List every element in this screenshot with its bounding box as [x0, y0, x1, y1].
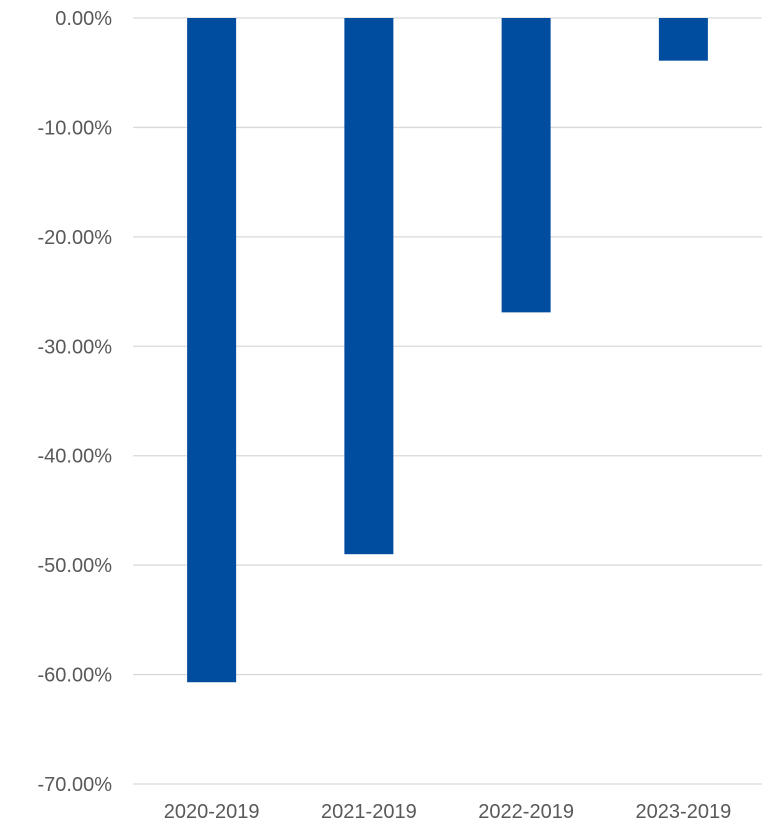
- y-tick-label: -30.00%: [38, 336, 113, 358]
- bar-2022-2019: [501, 18, 551, 313]
- bar-2023-2019: [658, 18, 708, 61]
- bar-2021-2019: [344, 18, 394, 555]
- x-tick-label: 2021-2019: [321, 801, 417, 823]
- bars: [187, 18, 708, 683]
- y-tick-label: -60.00%: [38, 665, 113, 687]
- y-tick-label: -70.00%: [38, 774, 113, 796]
- y-tick-label: -50.00%: [38, 555, 113, 577]
- x-axis-ticks: 2020-2019 2021-2019 2022-2019 2023-2019: [164, 801, 731, 823]
- y-tick-label: 0.00%: [55, 8, 112, 30]
- y-tick-label: -10.00%: [38, 117, 113, 139]
- x-tick-label: 2022-2019: [478, 801, 574, 823]
- y-tick-label: -20.00%: [38, 227, 113, 249]
- x-tick-label: 2023-2019: [636, 801, 732, 823]
- gridlines: [133, 17, 762, 785]
- y-axis-ticks: 0.00% -10.00% -20.00% -30.00% -40.00% -50.00%…: [38, 8, 113, 796]
- x-tick-label: 2020-2019: [164, 801, 260, 823]
- y-tick-label: -40.00%: [38, 446, 113, 468]
- bar-2020-2019: [187, 18, 237, 683]
